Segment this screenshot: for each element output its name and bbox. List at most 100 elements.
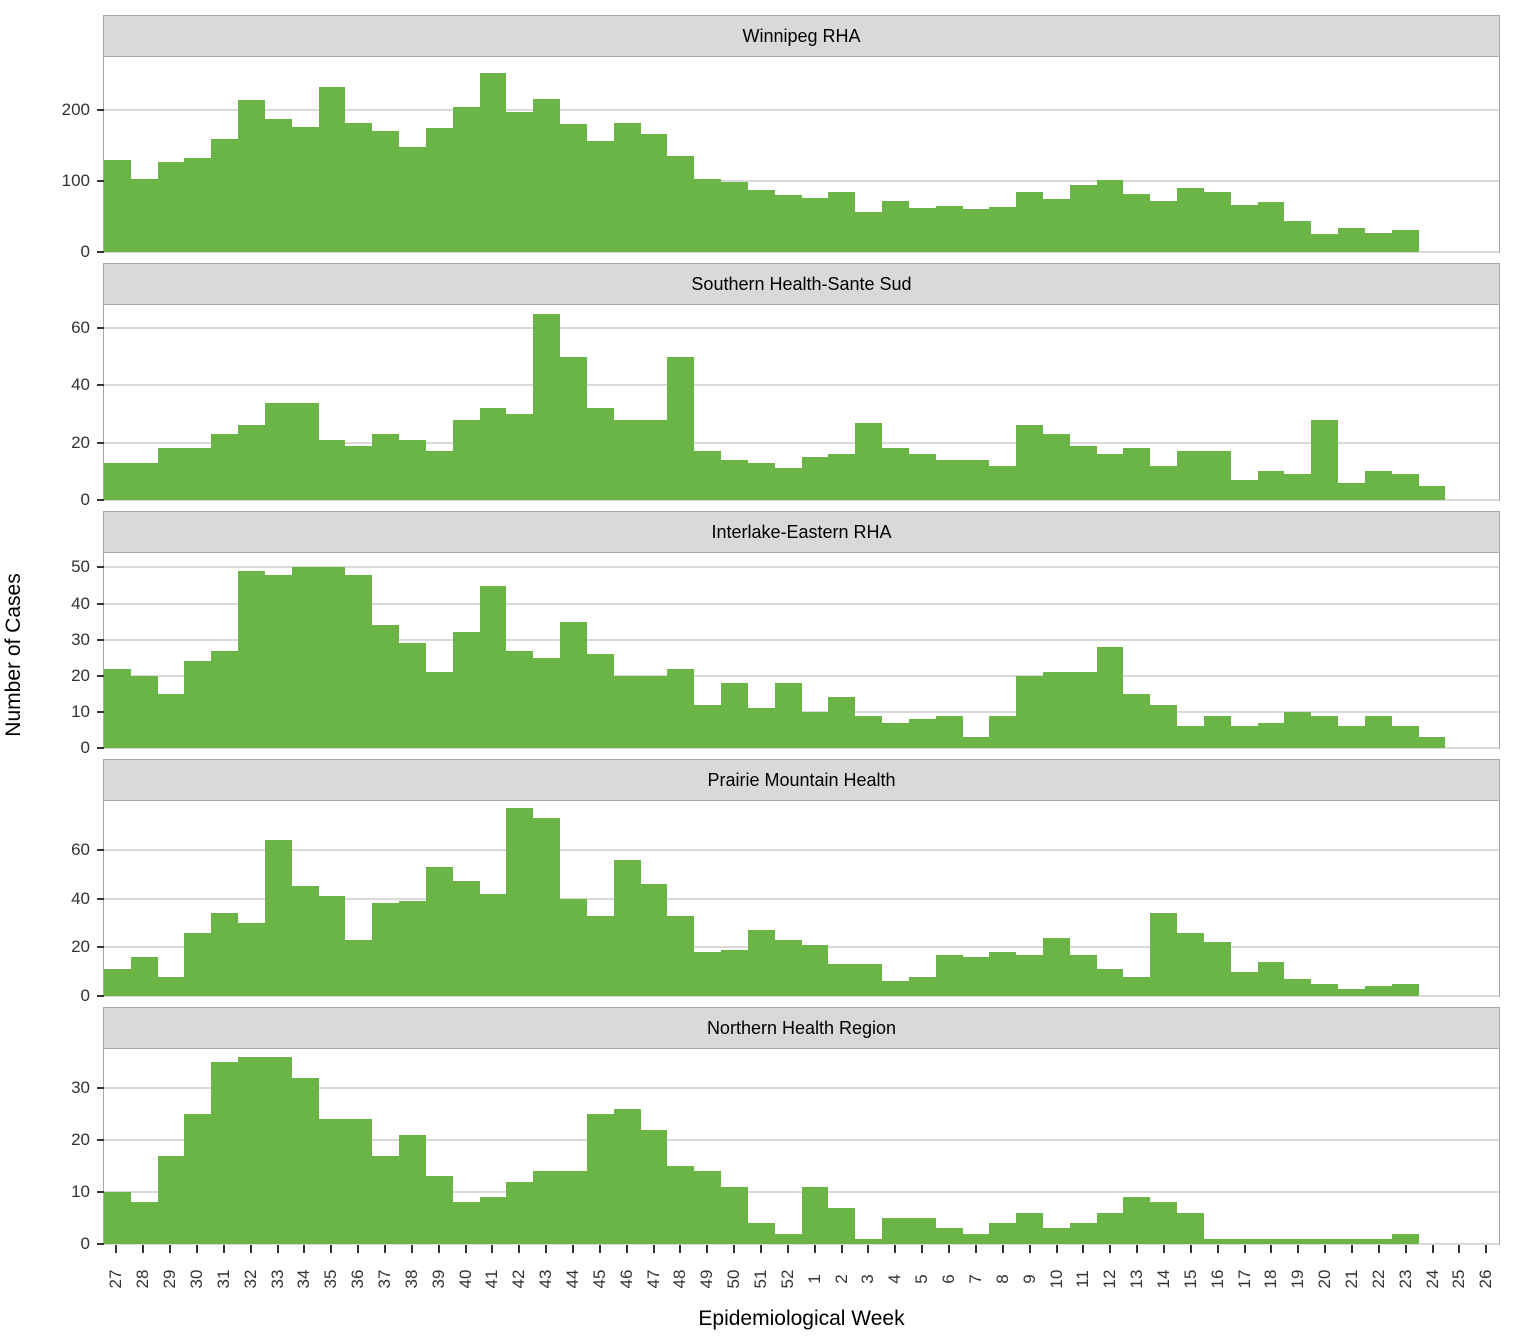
bar-slot [506,57,534,252]
bar-slot [1311,57,1339,252]
gridline [104,180,1499,183]
bar-slot [1069,1049,1097,1244]
bar-slot [533,801,561,996]
bar [721,683,748,748]
x-tick-cell [237,1245,264,1253]
bar-slot [372,553,400,748]
bar [747,1223,775,1244]
bar-slot [828,801,856,996]
facet-panel: Prairie Mountain Health 0 20 40 60 [71,759,1500,1005]
x-tick-mark [249,1245,252,1253]
bar-slot [1257,1049,1285,1244]
bar [828,454,856,500]
bar-slot [882,305,909,500]
x-tick-mark [222,1245,225,1253]
bar-slot [372,57,400,252]
bar [104,969,131,996]
bar-slot [130,1049,158,1244]
x-tick-mark [652,1245,655,1253]
x-tick-cell [1204,1245,1231,1253]
x-tick-mark [437,1245,440,1253]
x-tick-mark [545,1245,548,1253]
bar-slot [399,801,426,996]
bar-slot [560,57,587,252]
bar [264,840,292,996]
bar [1203,192,1231,252]
y-tick-label: 30 [71,629,90,649]
bar [774,939,802,996]
y-tick-mark [97,180,104,183]
bar [1418,737,1446,748]
x-tick-label: 39 [428,1269,448,1289]
bar [694,952,722,996]
bar-slot [962,305,990,500]
bar [425,451,453,500]
bar-slot [1284,57,1312,252]
bar-slot [1123,305,1151,500]
bar [184,661,212,748]
bar [157,1155,185,1244]
x-tick-mark [491,1245,494,1253]
bar [130,675,158,748]
bar [667,668,695,748]
x-tick-label: 51 [751,1269,771,1289]
bar-slot [801,801,829,996]
x-tick-label: 11 [1073,1270,1093,1288]
bar-slot [264,57,292,252]
bar-slot [962,553,990,748]
bar-slot [586,57,614,252]
y-tick-label: 20 [71,937,90,957]
bar [130,957,158,996]
bar-slot [667,57,695,252]
bar-slot [238,57,265,252]
bar [1257,1238,1285,1244]
bar-slot [104,305,131,500]
bar [560,356,587,500]
x-tick-cell [1258,1245,1285,1253]
facet-title: Northern Health Region [103,1007,1500,1049]
bar [694,1171,722,1244]
bar-slot [291,57,319,252]
bar [479,893,507,996]
bar [238,1056,265,1244]
bar [694,451,722,500]
gridline [104,848,1499,851]
bar-slot [1069,57,1097,252]
bar [1230,205,1258,252]
bar [104,668,131,748]
y-tick-mark [97,747,104,749]
x-tick-mark [760,1245,763,1253]
x-tick-cell [184,1245,211,1253]
bar-slot [1445,1049,1472,1244]
bar [560,124,587,252]
bar-slot [1177,801,1204,996]
bar [855,964,883,996]
bar [425,866,453,996]
bar [1177,932,1204,996]
bar [264,402,292,500]
y-tick-mark [97,441,104,444]
plot-area: 0 100 200 [62,57,1500,261]
x-tick-mark [330,1245,333,1253]
bar-slot [1177,305,1204,500]
bar-slot [452,553,480,748]
x-tick-mark [1485,1245,1488,1253]
gridline [104,441,1499,444]
bar-slot [1203,553,1231,748]
bar-slot [855,801,883,996]
x-tick-mark [1458,1245,1461,1253]
bar [399,147,426,252]
bar-slot [479,553,507,748]
bar [1311,233,1339,252]
y-tick-label: 0 [80,1234,90,1253]
bar-slot [1364,553,1392,748]
bar-slot [1364,57,1392,252]
bar [882,448,909,500]
gridline [104,109,1499,112]
bar [479,1197,507,1244]
bar [184,158,212,252]
gridline [104,602,1499,605]
plot-area: 0 10 20 30 [71,1049,1500,1253]
bar-slot [586,553,614,748]
x-tick-mark [733,1245,736,1253]
